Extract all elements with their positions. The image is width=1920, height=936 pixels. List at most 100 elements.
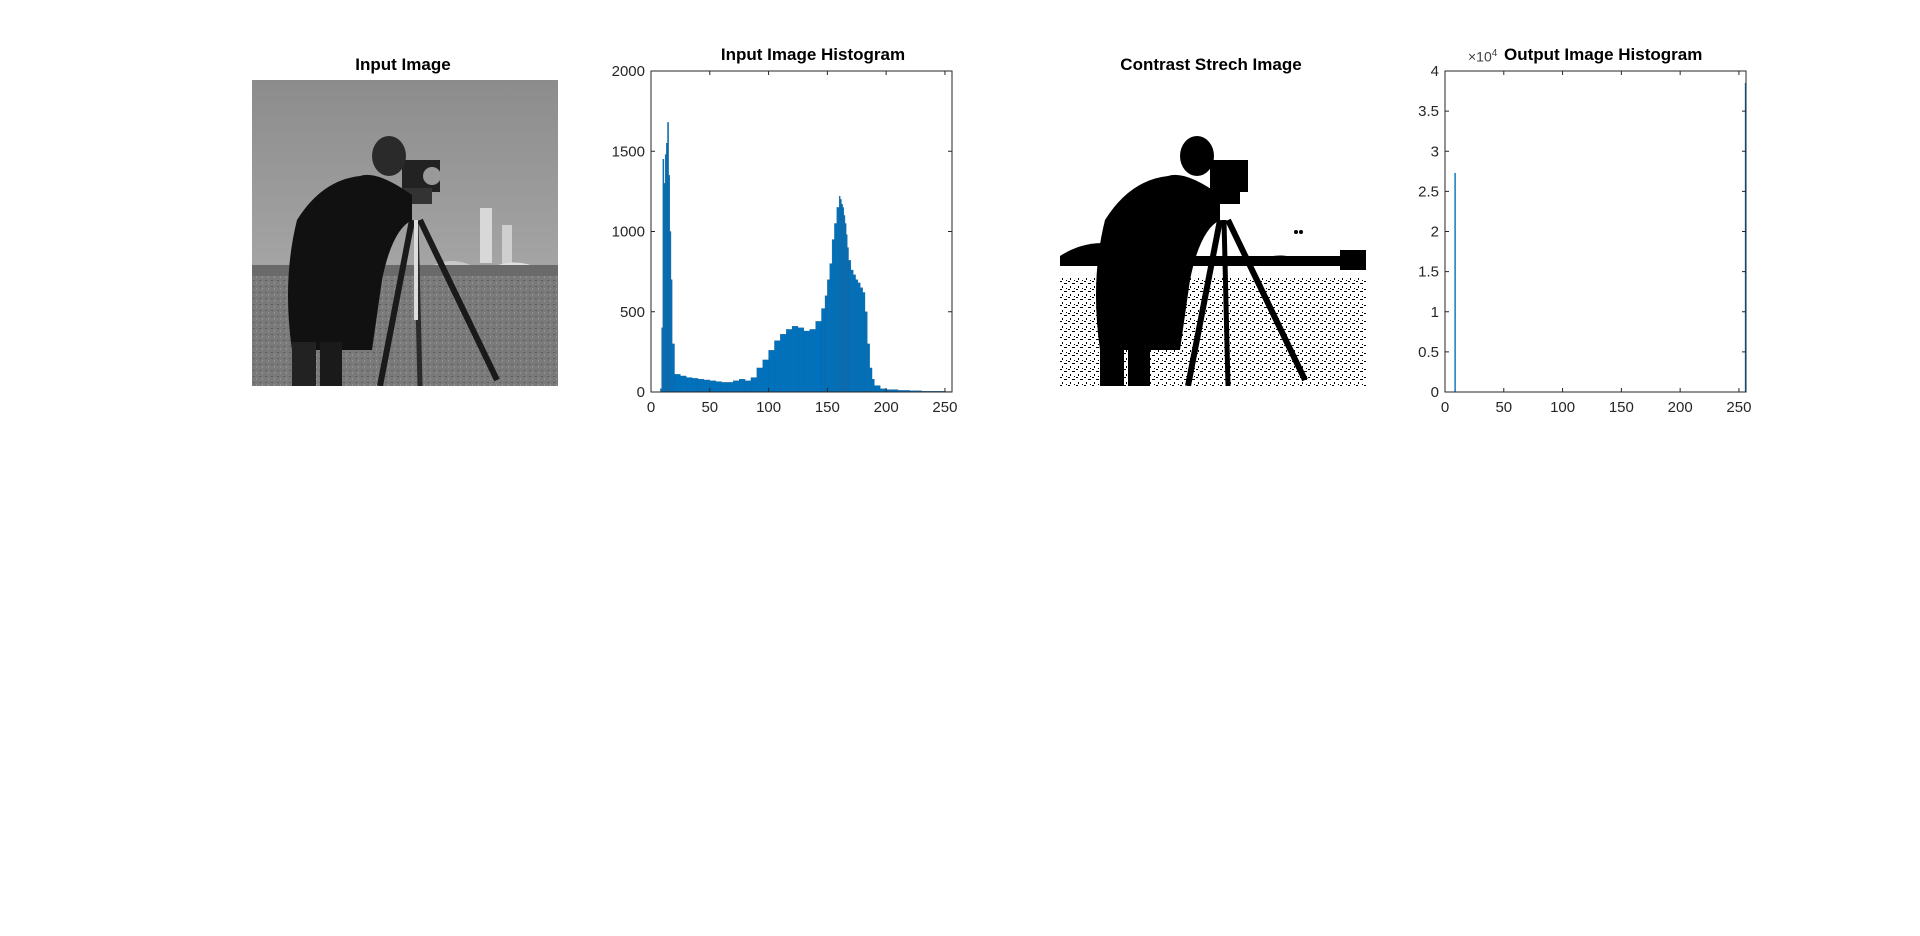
histogram-bar <box>842 207 844 393</box>
output-histogram-title: Output Image Histogram <box>1504 45 1703 64</box>
y-tick-label: 2.5 <box>1418 183 1439 200</box>
y-tick-label: 4 <box>1431 63 1439 80</box>
histogram-bar <box>864 311 868 393</box>
histogram-bar <box>834 223 837 393</box>
histogram-bar <box>809 329 816 393</box>
histogram-bar <box>862 292 866 393</box>
histogram-bar <box>843 215 846 393</box>
histogram-bar <box>853 274 856 393</box>
y-tick-label: 1 <box>1431 304 1439 321</box>
axes-box <box>1444 70 1747 393</box>
histogram-bar <box>848 260 852 393</box>
histogram-bar <box>780 334 787 393</box>
histogram-bar <box>662 159 665 393</box>
histogram-bar <box>844 223 847 393</box>
histogram-bar <box>841 204 843 393</box>
contrast-stretch-image <box>1060 80 1366 386</box>
histogram-bar <box>739 379 746 393</box>
histogram-bar <box>733 380 740 393</box>
histogram-bar <box>846 234 848 393</box>
histogram-bar <box>803 330 810 393</box>
x-tick-label: 250 <box>1726 399 1751 416</box>
contrast-image-title: Contrast Strech Image <box>1120 55 1302 74</box>
x-tick-label: 200 <box>1668 399 1693 416</box>
histogram-bar <box>827 279 830 393</box>
y-tick-label: 2000 <box>612 63 645 80</box>
histogram-bar <box>871 379 875 393</box>
histogram-bar <box>829 263 833 393</box>
histogram-bar <box>670 279 673 393</box>
x-tick-label: 100 <box>756 399 781 416</box>
histogram-bar <box>668 175 670 393</box>
y-exponent-label: ×104 <box>1468 48 1498 65</box>
histogram-bar <box>874 385 881 393</box>
x-tick-label: 250 <box>932 399 957 416</box>
input-histogram-chart: 0 50 100 150 200 250 0 500 1000 1500 2000 <box>612 63 958 416</box>
x-tick-label: 150 <box>815 399 840 416</box>
histogram-bar <box>857 282 861 393</box>
histogram-bar <box>847 247 849 393</box>
histogram-bar <box>664 154 667 393</box>
histogram-bar <box>850 269 854 393</box>
histogram-bar <box>824 295 828 393</box>
histogram-bar <box>697 379 705 393</box>
y-tick-label: 2 <box>1431 224 1439 241</box>
x-tick-label: 50 <box>1495 399 1512 416</box>
x-tick-label: 50 <box>701 399 718 416</box>
histogram-bar <box>663 183 666 393</box>
histogram-bar <box>744 380 752 393</box>
histogram-bar <box>869 367 873 393</box>
histogram-bar <box>686 377 693 393</box>
y-tick-label: 0 <box>1431 384 1439 401</box>
histogram-bar <box>667 122 669 393</box>
histogram-bar <box>709 380 716 393</box>
histogram-bar <box>838 196 841 393</box>
histogram-bar <box>692 378 699 393</box>
histogram-bar <box>791 326 799 393</box>
histogram-bar <box>762 359 769 393</box>
histogram-bar <box>756 367 763 393</box>
y-tick-label: 3.5 <box>1418 103 1439 120</box>
y-tick-label: 3 <box>1431 143 1439 160</box>
input-image <box>252 80 558 386</box>
y-tick-label: 1000 <box>612 224 645 241</box>
x-tick-label: 0 <box>647 399 655 416</box>
histogram-bar <box>867 343 870 393</box>
histogram-bar <box>786 329 793 393</box>
bars <box>660 122 953 393</box>
input-image-panel: Input Image <box>250 52 558 392</box>
histogram-bar <box>703 379 710 393</box>
y-tick-label: 0 <box>637 384 645 401</box>
input-histogram-panel: Input Image Histogram 0 50 100 150 200 250 0 50… <box>600 40 980 440</box>
histogram-bar <box>855 279 859 393</box>
histogram-bar <box>661 327 663 393</box>
output-histogram-panel: Output Image Histogram ×104 0 50 100 150 200… <box>1406 40 1786 440</box>
histogram-bar <box>840 199 842 393</box>
x-tick-label: 200 <box>874 399 899 416</box>
histogram-bar <box>715 381 722 393</box>
y-tick-label: 0.5 <box>1418 344 1439 361</box>
histogram-bar <box>721 382 728 393</box>
y-tick-label: 500 <box>620 304 645 321</box>
histogram-bar <box>727 382 734 393</box>
y-tick-label: 1500 <box>612 143 645 160</box>
histogram-bar <box>768 350 775 393</box>
histogram-bar <box>680 375 687 393</box>
histogram-bar <box>672 343 675 393</box>
bars <box>1454 83 1747 392</box>
histogram-bar <box>836 207 840 393</box>
histogram-bar <box>821 308 826 393</box>
x-tick-label: 150 <box>1609 399 1634 416</box>
histogram-bar <box>860 287 863 393</box>
contrast-image-panel: Contrast Strech Image <box>1058 52 1366 392</box>
output-histogram-chart: 0 50 100 150 200 250 0 0.5 1 1.5 2 2.5 3 3.5 4 <box>1418 63 1751 416</box>
input-histogram-title: Input Image Histogram <box>720 45 906 64</box>
histogram-bar <box>815 321 822 393</box>
input-image-title: Input Image <box>355 55 451 74</box>
histogram-bar <box>1454 172 1456 392</box>
y-tick-label: 1.5 <box>1418 264 1439 281</box>
histogram-bar <box>797 327 805 393</box>
x-tick-label: 100 <box>1550 399 1575 416</box>
x-tick-label: 0 <box>1441 399 1449 416</box>
histogram-bar <box>674 374 681 393</box>
